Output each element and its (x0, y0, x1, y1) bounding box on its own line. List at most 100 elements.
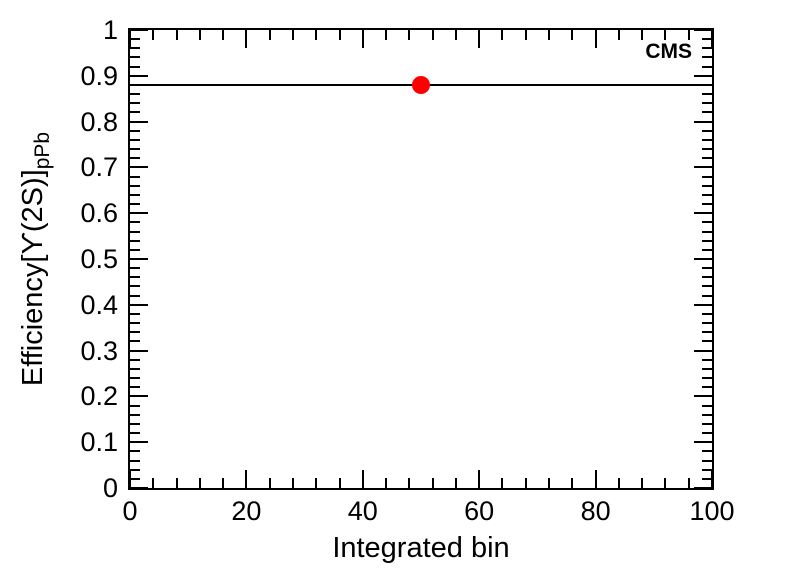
x-major-tick (245, 30, 247, 48)
x-tick-label: 60 (464, 496, 495, 526)
y-minor-tick (130, 47, 140, 49)
y-minor-tick (130, 405, 140, 407)
y-tick-label: 0.2 (80, 381, 118, 412)
x-major-tick (245, 470, 247, 488)
x-minor-tick (199, 478, 201, 488)
y-minor-tick (702, 368, 712, 370)
y-minor-tick (130, 340, 140, 342)
y-major-tick (694, 304, 712, 306)
y-minor-tick (702, 194, 712, 196)
x-minor-tick (501, 478, 503, 488)
x-minor-tick (199, 30, 201, 40)
y-minor-tick (130, 148, 140, 150)
data-point-marker (412, 76, 430, 94)
x-minor-tick (641, 478, 643, 488)
x-major-tick (478, 470, 480, 488)
y-minor-tick (702, 414, 712, 416)
y-minor-tick (130, 331, 140, 333)
x-minor-tick (385, 30, 387, 40)
y-minor-tick (702, 386, 712, 388)
y-minor-tick (702, 405, 712, 407)
y-minor-tick (702, 478, 712, 480)
y-minor-tick (130, 368, 140, 370)
y-minor-tick (702, 56, 712, 58)
y-minor-tick (702, 111, 712, 113)
y-major-tick (694, 121, 712, 123)
y-axis-title-main: Efficiency[ϒ(2S)] (17, 169, 49, 387)
x-minor-tick (455, 30, 457, 40)
x-minor-tick (315, 478, 317, 488)
y-minor-tick (130, 276, 140, 278)
y-minor-tick (130, 267, 140, 269)
y-tick-label: 0.8 (80, 106, 118, 137)
y-minor-tick (702, 460, 712, 462)
x-minor-tick (618, 478, 620, 488)
y-major-tick (130, 212, 148, 214)
x-major-tick (711, 470, 713, 488)
y-tick-label: 0.5 (80, 244, 118, 274)
x-major-tick (595, 470, 597, 488)
y-tick-label: 0.6 (80, 198, 118, 229)
y-minor-tick (130, 66, 140, 68)
y-minor-tick (702, 157, 712, 159)
y-minor-tick (702, 148, 712, 150)
y-major-tick (694, 487, 712, 489)
x-tick-label: 0 (122, 496, 138, 526)
y-minor-tick (702, 313, 712, 315)
plot-frame (128, 28, 714, 490)
y-minor-tick (130, 322, 140, 324)
y-minor-tick (130, 386, 140, 388)
y-minor-tick (130, 203, 140, 205)
y-minor-tick (130, 469, 140, 471)
y-minor-tick (130, 377, 140, 379)
y-minor-tick (702, 450, 712, 452)
y-minor-tick (702, 38, 712, 40)
y-minor-tick (702, 322, 712, 324)
y-minor-tick (130, 194, 140, 196)
y-major-tick (694, 441, 712, 443)
y-minor-tick (130, 240, 140, 242)
y-major-tick (130, 166, 148, 168)
x-minor-tick (548, 30, 550, 40)
y-minor-tick (130, 56, 140, 58)
y-axis-title: Efficiency[ϒ(2S)]pPb (13, 28, 54, 490)
cms-experiment-label: CMS (645, 40, 692, 63)
y-minor-tick (702, 469, 712, 471)
x-minor-tick (548, 478, 550, 488)
y-minor-tick (702, 221, 712, 223)
x-minor-tick (176, 478, 178, 488)
x-minor-tick (664, 30, 666, 40)
x-minor-tick (176, 30, 178, 40)
x-minor-tick (408, 478, 410, 488)
y-minor-tick (702, 285, 712, 287)
x-major-tick (711, 30, 713, 48)
y-major-tick (130, 121, 148, 123)
y-minor-tick (130, 460, 140, 462)
y-major-tick (694, 395, 712, 397)
x-minor-tick (525, 478, 527, 488)
y-major-tick (130, 75, 148, 77)
y-minor-tick (702, 340, 712, 342)
y-minor-tick (702, 203, 712, 205)
x-minor-tick (501, 30, 503, 40)
y-minor-tick (702, 331, 712, 333)
y-major-tick (130, 395, 148, 397)
y-minor-tick (702, 102, 712, 104)
y-minor-tick (702, 423, 712, 425)
x-minor-tick (432, 478, 434, 488)
y-minor-tick (702, 139, 712, 141)
y-minor-tick (130, 93, 140, 95)
y-major-tick (130, 441, 148, 443)
y-minor-tick (702, 267, 712, 269)
x-major-tick (595, 30, 597, 48)
y-minor-tick (130, 130, 140, 132)
x-tick-label: 80 (580, 496, 611, 526)
x-minor-tick (339, 478, 341, 488)
x-minor-tick (152, 30, 154, 40)
y-minor-tick (702, 66, 712, 68)
y-tick-label: 0.3 (80, 335, 118, 366)
y-major-tick (130, 487, 148, 489)
y-major-tick (130, 29, 148, 31)
x-major-tick (478, 30, 480, 48)
